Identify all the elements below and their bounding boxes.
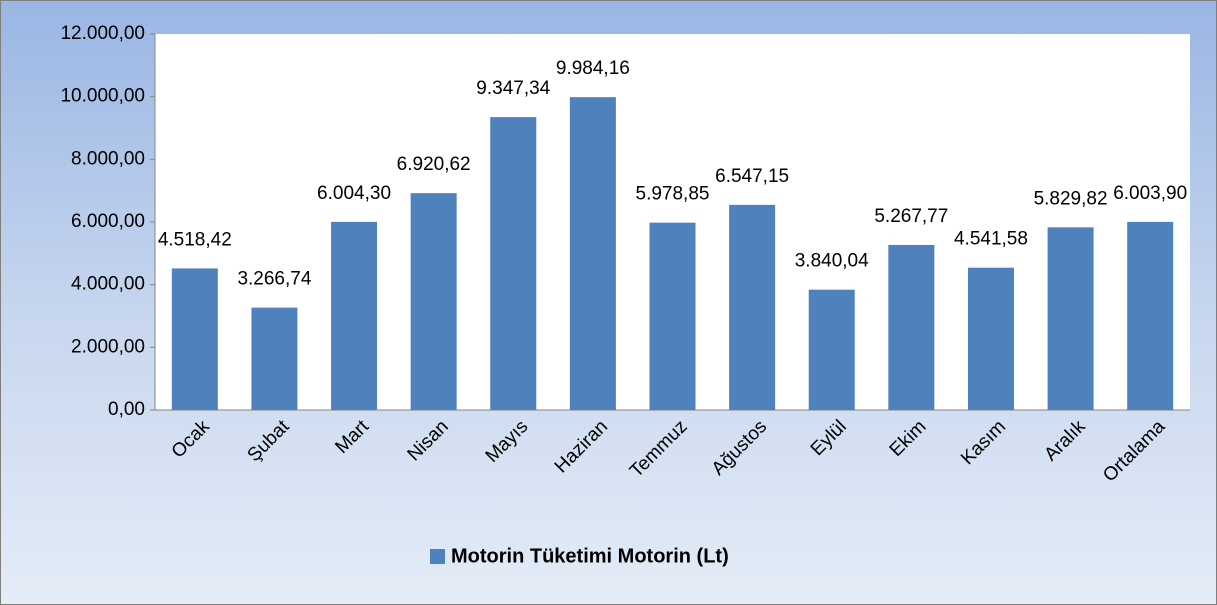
legend-swatch xyxy=(430,549,445,564)
bar xyxy=(410,193,457,410)
bar xyxy=(888,244,935,410)
y-tick-label: 4.000,00 xyxy=(71,274,145,295)
bar xyxy=(331,221,378,410)
bar xyxy=(569,97,616,410)
legend-label: Motorin Tüketimi Motorin (Lt) xyxy=(451,545,729,567)
value-label: 5.267,77 xyxy=(874,206,948,227)
y-tick-label: 10.000,00 xyxy=(60,86,145,107)
value-label: 4.541,58 xyxy=(954,229,1028,250)
value-label: 6.004,30 xyxy=(317,183,391,204)
value-label: 6.547,15 xyxy=(715,166,789,187)
bar xyxy=(967,267,1014,410)
bar xyxy=(729,204,776,410)
bar xyxy=(251,307,298,410)
value-label: 3.266,74 xyxy=(237,269,311,290)
y-tick-label: 12.000,00 xyxy=(60,23,145,44)
value-label: 6.920,62 xyxy=(397,154,471,175)
bar xyxy=(1127,221,1174,410)
y-tick-label: 2.000,00 xyxy=(71,336,145,357)
value-label: 9.984,16 xyxy=(556,58,630,79)
y-tick-label: 8.000,00 xyxy=(71,148,145,169)
bar xyxy=(490,117,537,411)
value-label: 3.840,04 xyxy=(795,251,869,272)
value-label: 4.518,42 xyxy=(158,229,232,250)
value-label: 5.978,85 xyxy=(636,184,710,205)
bar xyxy=(1047,227,1094,410)
value-label: 6.003,90 xyxy=(1113,183,1187,204)
value-label: 5.829,82 xyxy=(1034,188,1108,209)
value-label: 9.347,34 xyxy=(476,78,550,99)
y-tick-label: 6.000,00 xyxy=(71,211,145,232)
y-tick-label: 0,00 xyxy=(108,399,145,420)
bar xyxy=(171,268,218,410)
bar xyxy=(808,289,855,410)
bar xyxy=(649,222,696,410)
